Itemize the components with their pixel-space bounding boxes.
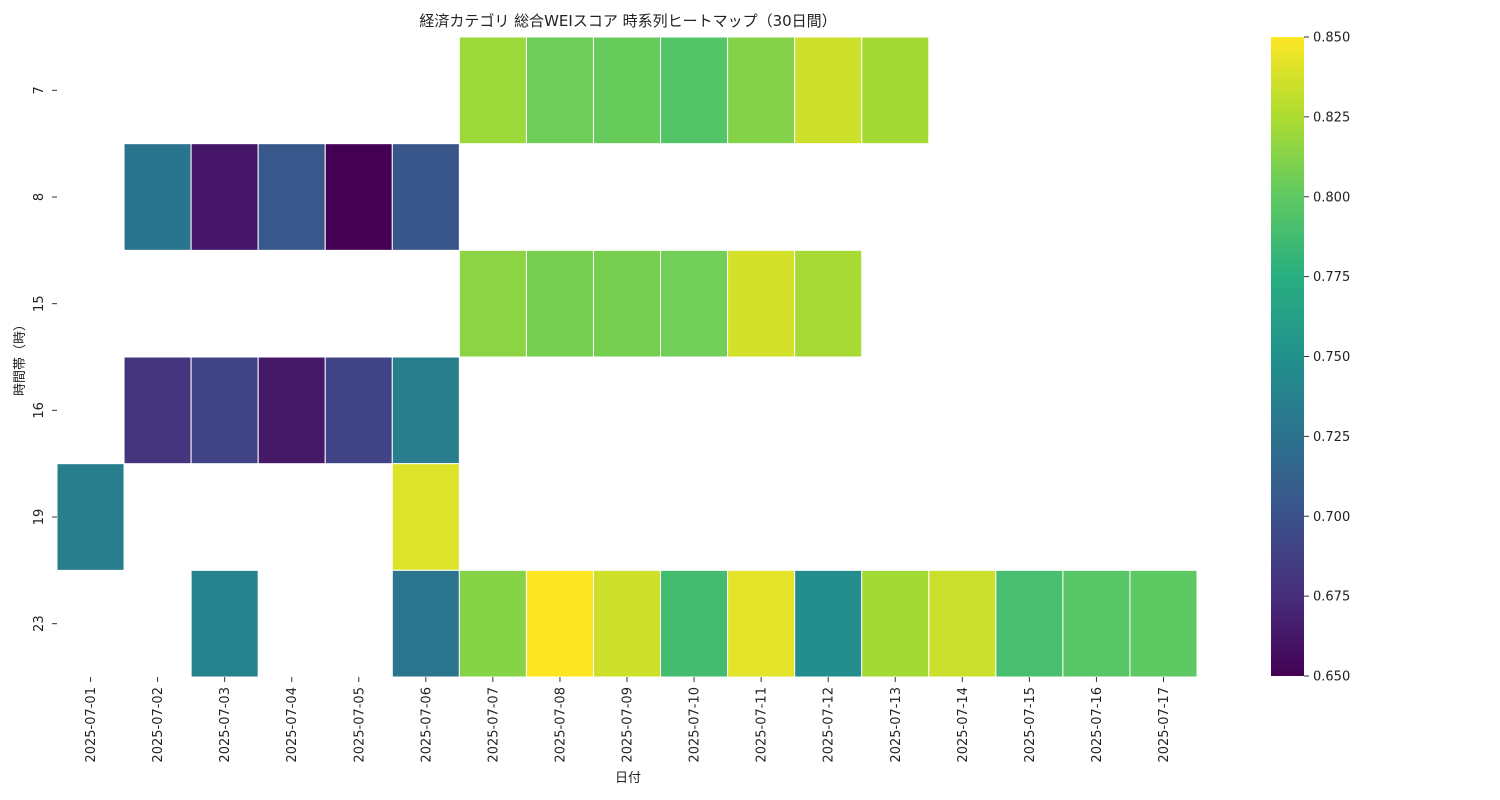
- x-tick-label: 2025-07-01: [84, 687, 99, 763]
- heatmap-cell: [727, 36, 796, 145]
- heatmap-cell: [1062, 569, 1131, 678]
- x-tick-label: 2025-07-10: [688, 687, 703, 763]
- x-tick-label: 2025-07-15: [1023, 687, 1038, 763]
- x-tick-label: 2025-07-02: [151, 687, 166, 763]
- x-axis-ticks: 2025-07-01 2025-07-02 2025-07-03 2025-07-04…: [84, 677, 1172, 763]
- heatmap-cell: [458, 36, 527, 145]
- heatmap-cell: [190, 356, 259, 465]
- heatmap-cell: [592, 569, 662, 678]
- heatmap-cell: [525, 569, 594, 678]
- heatmap-cell: [592, 36, 662, 145]
- heatmap-cell: [592, 249, 662, 358]
- y-tick-label: 23: [32, 615, 47, 632]
- colorbar: [1271, 37, 1304, 676]
- x-tick-label: 2025-07-17: [1157, 687, 1172, 763]
- x-tick-label: 2025-07-05: [352, 687, 367, 763]
- heatmap-cell: [257, 356, 326, 465]
- heatmap-cell: [727, 249, 796, 358]
- x-tick-label: 2025-07-16: [1090, 687, 1105, 763]
- colorbar-tick-label: 0.650: [1313, 670, 1350, 685]
- heatmap-cell: [190, 569, 259, 678]
- heatmap-cell: [525, 249, 594, 358]
- heatmap-cell: [727, 569, 796, 678]
- heatmap-cell: [660, 249, 729, 358]
- heatmap-cell: [928, 569, 997, 678]
- heatmap-cell: [794, 36, 863, 145]
- y-tick-label: 16: [32, 402, 47, 419]
- heatmap-cell: [660, 569, 729, 678]
- x-tick-label: 2025-07-09: [621, 687, 636, 763]
- y-axis-ticks: 7 8 15 16 19 23: [32, 86, 57, 632]
- colorbar-ticks: 0.650 0.675 0.700 0.725 0.750 0.775 0.800 0.825…: [1304, 31, 1350, 685]
- colorbar-tick-label: 0.850: [1313, 31, 1350, 46]
- y-tick-label: 7: [32, 86, 47, 94]
- x-tick-label: 2025-07-03: [218, 687, 233, 763]
- heatmap-cell: [794, 569, 863, 678]
- heatmap-cell: [458, 249, 527, 358]
- colorbar-tick-label: 0.775: [1313, 270, 1350, 285]
- heatmap-cell: [794, 249, 863, 358]
- heatmap-cell: [56, 463, 125, 571]
- x-tick-label: 2025-07-13: [889, 687, 904, 763]
- heatmap-cell: [525, 36, 594, 145]
- heatmap-cells: [56, 36, 1198, 678]
- colorbar-tick-label: 0.725: [1313, 430, 1350, 445]
- x-tick-label: 2025-07-11: [755, 687, 770, 763]
- x-tick-label: 2025-07-14: [956, 687, 971, 763]
- heatmap-cell: [995, 569, 1064, 678]
- chart-title: 経済カテゴリ 総合WEIスコア 時系列ヒートマップ（30日間）: [419, 12, 836, 30]
- heatmap-cell: [458, 569, 527, 678]
- heatmap-cell: [1129, 569, 1198, 678]
- x-tick-label: 2025-07-06: [419, 687, 434, 763]
- colorbar-tick-label: 0.800: [1313, 190, 1350, 205]
- heatmap-cell: [257, 143, 326, 251]
- colorbar-tick-label: 0.750: [1313, 350, 1350, 365]
- heatmap-cell: [123, 356, 192, 465]
- x-tick-label: 2025-07-04: [285, 687, 300, 763]
- x-tick-label: 2025-07-07: [486, 687, 501, 763]
- x-tick-label: 2025-07-12: [822, 687, 837, 763]
- colorbar-tick-label: 0.700: [1313, 510, 1350, 525]
- heatmap-cell: [660, 36, 729, 145]
- heatmap-cell: [324, 143, 393, 251]
- x-axis-label: 日付: [615, 771, 641, 786]
- heatmap-cell: [391, 569, 460, 678]
- y-axis-label: 時間帯（時）: [13, 318, 28, 396]
- heatmap-cell: [391, 143, 460, 251]
- heatmap-cell: [391, 356, 460, 465]
- heatmap-cell: [861, 569, 930, 678]
- y-tick-label: 19: [32, 509, 47, 526]
- x-tick-label: 2025-07-08: [553, 687, 568, 763]
- y-tick-label: 15: [32, 295, 47, 312]
- heatmap-cell: [190, 143, 259, 251]
- heatmap-cell: [391, 463, 460, 571]
- heatmap-cell: [861, 36, 930, 145]
- heatmap-cell: [123, 143, 192, 251]
- heatmap-cell: [324, 356, 393, 465]
- y-tick-label: 8: [32, 193, 47, 201]
- colorbar-tick-label: 0.675: [1313, 590, 1350, 605]
- colorbar-tick-label: 0.825: [1313, 110, 1350, 125]
